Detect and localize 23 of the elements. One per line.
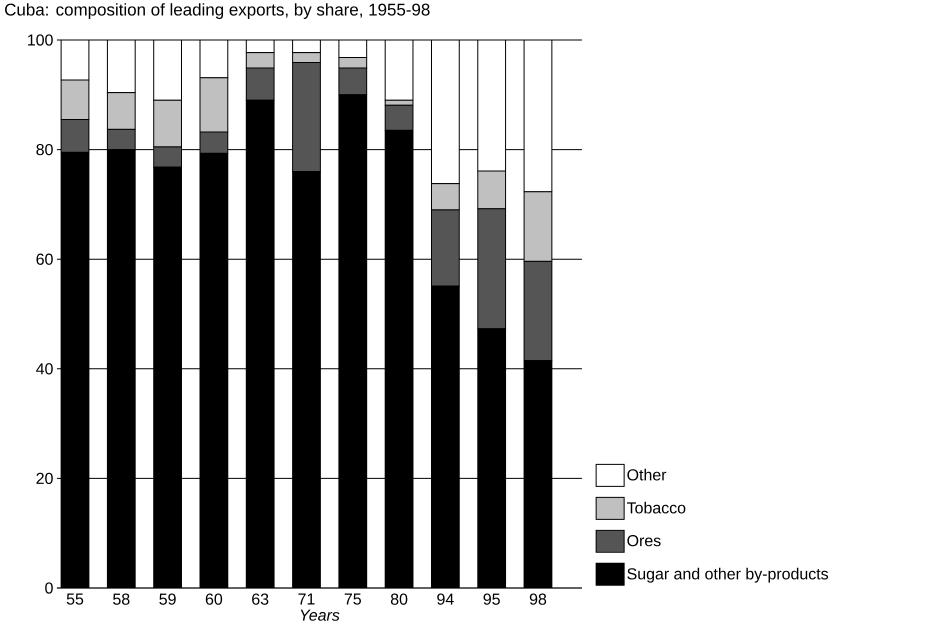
x-tick-label: 63: [252, 594, 268, 605]
legend-label: Other: [627, 468, 666, 481]
x-tick-label: 59: [159, 594, 176, 605]
x-tick-label: 80: [390, 594, 408, 605]
x-axis-title: Years: [300, 610, 340, 621]
x-tick-label: 58: [113, 594, 130, 605]
y-tick-label: 80: [36, 144, 53, 156]
y-tick-label: 20: [36, 472, 53, 484]
x-tick-label: 75: [344, 594, 361, 605]
x-tick-label: 98: [530, 594, 546, 605]
y-tick-label: 60: [36, 254, 53, 265]
x-tick-label: 94: [437, 594, 454, 605]
x-tick-label: 71: [298, 594, 315, 604]
chart-title: Cuba: composition of leading exports, by share, 1955-98: [5, 3, 430, 19]
y-tick-label: 0: [45, 582, 53, 594]
legend-label: Ores: [627, 535, 661, 546]
x-tick-label: 95: [484, 594, 500, 605]
x-tick-label: 60: [206, 594, 222, 605]
y-tick-label: 40: [36, 363, 53, 374]
legend-label: Sugar and other by-products: [627, 568, 828, 583]
legend-label: Tobacco: [626, 502, 686, 514]
x-tick-label: 55: [66, 594, 84, 605]
y-tick-label: 100: [28, 34, 53, 46]
